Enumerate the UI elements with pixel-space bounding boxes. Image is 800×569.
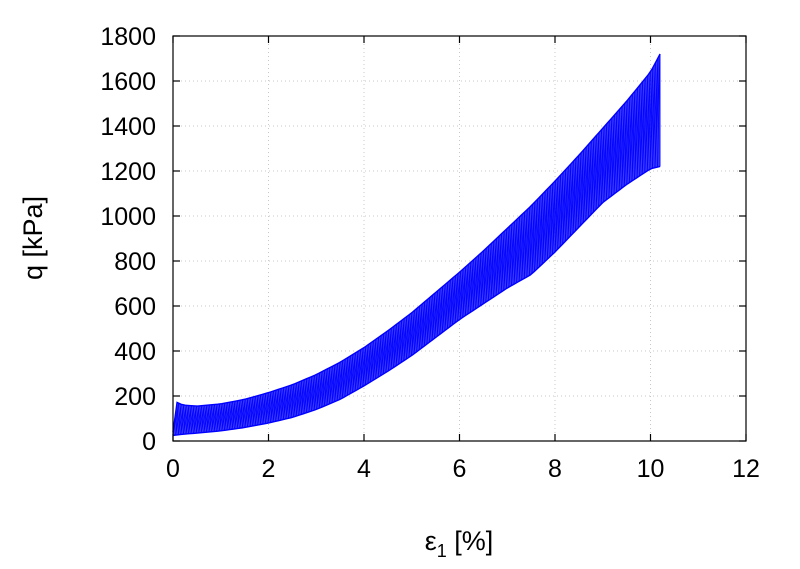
x-axis-label-unit: [%] [447, 526, 494, 556]
series-lower-envelope [172, 165, 661, 437]
x-tick-label: 6 [453, 455, 467, 483]
x-axis-label-subscript: 1 [437, 541, 447, 561]
series-cycles [172, 53, 661, 436]
x-tick-label: 8 [548, 455, 562, 483]
x-axis-label: ε1 [%] [425, 526, 494, 561]
y-tick-label: 0 [142, 428, 156, 456]
y-tick-label: 1400 [100, 113, 156, 141]
y-tick-label: 400 [114, 338, 156, 366]
y-tick-label: 600 [114, 293, 156, 321]
x-tick-label: 4 [357, 455, 371, 483]
x-tick-label: 2 [262, 455, 276, 483]
y-tick-label: 1800 [100, 23, 156, 51]
y-tick-label: 800 [114, 248, 156, 276]
x-tick-label: 12 [732, 455, 760, 483]
series-band [173, 54, 661, 436]
y-tick-label: 200 [114, 383, 156, 411]
ticks: 0 2 4 6 8 10 12 0 200 400 600 800 1000 1200 1400 1600 18… [100, 23, 760, 483]
series-blue [172, 53, 661, 437]
y-tick-label: 1200 [100, 158, 156, 186]
series-upper-envelope [172, 53, 661, 433]
x-axis-label-symbol: ε [425, 526, 437, 556]
x-tick-label: 10 [637, 455, 665, 483]
y-axis-label: q [kPa] [18, 196, 48, 280]
y-tick-label: 1600 [100, 68, 156, 96]
y-tick-label: 1000 [100, 203, 156, 231]
x-tick-label: 0 [166, 455, 180, 483]
